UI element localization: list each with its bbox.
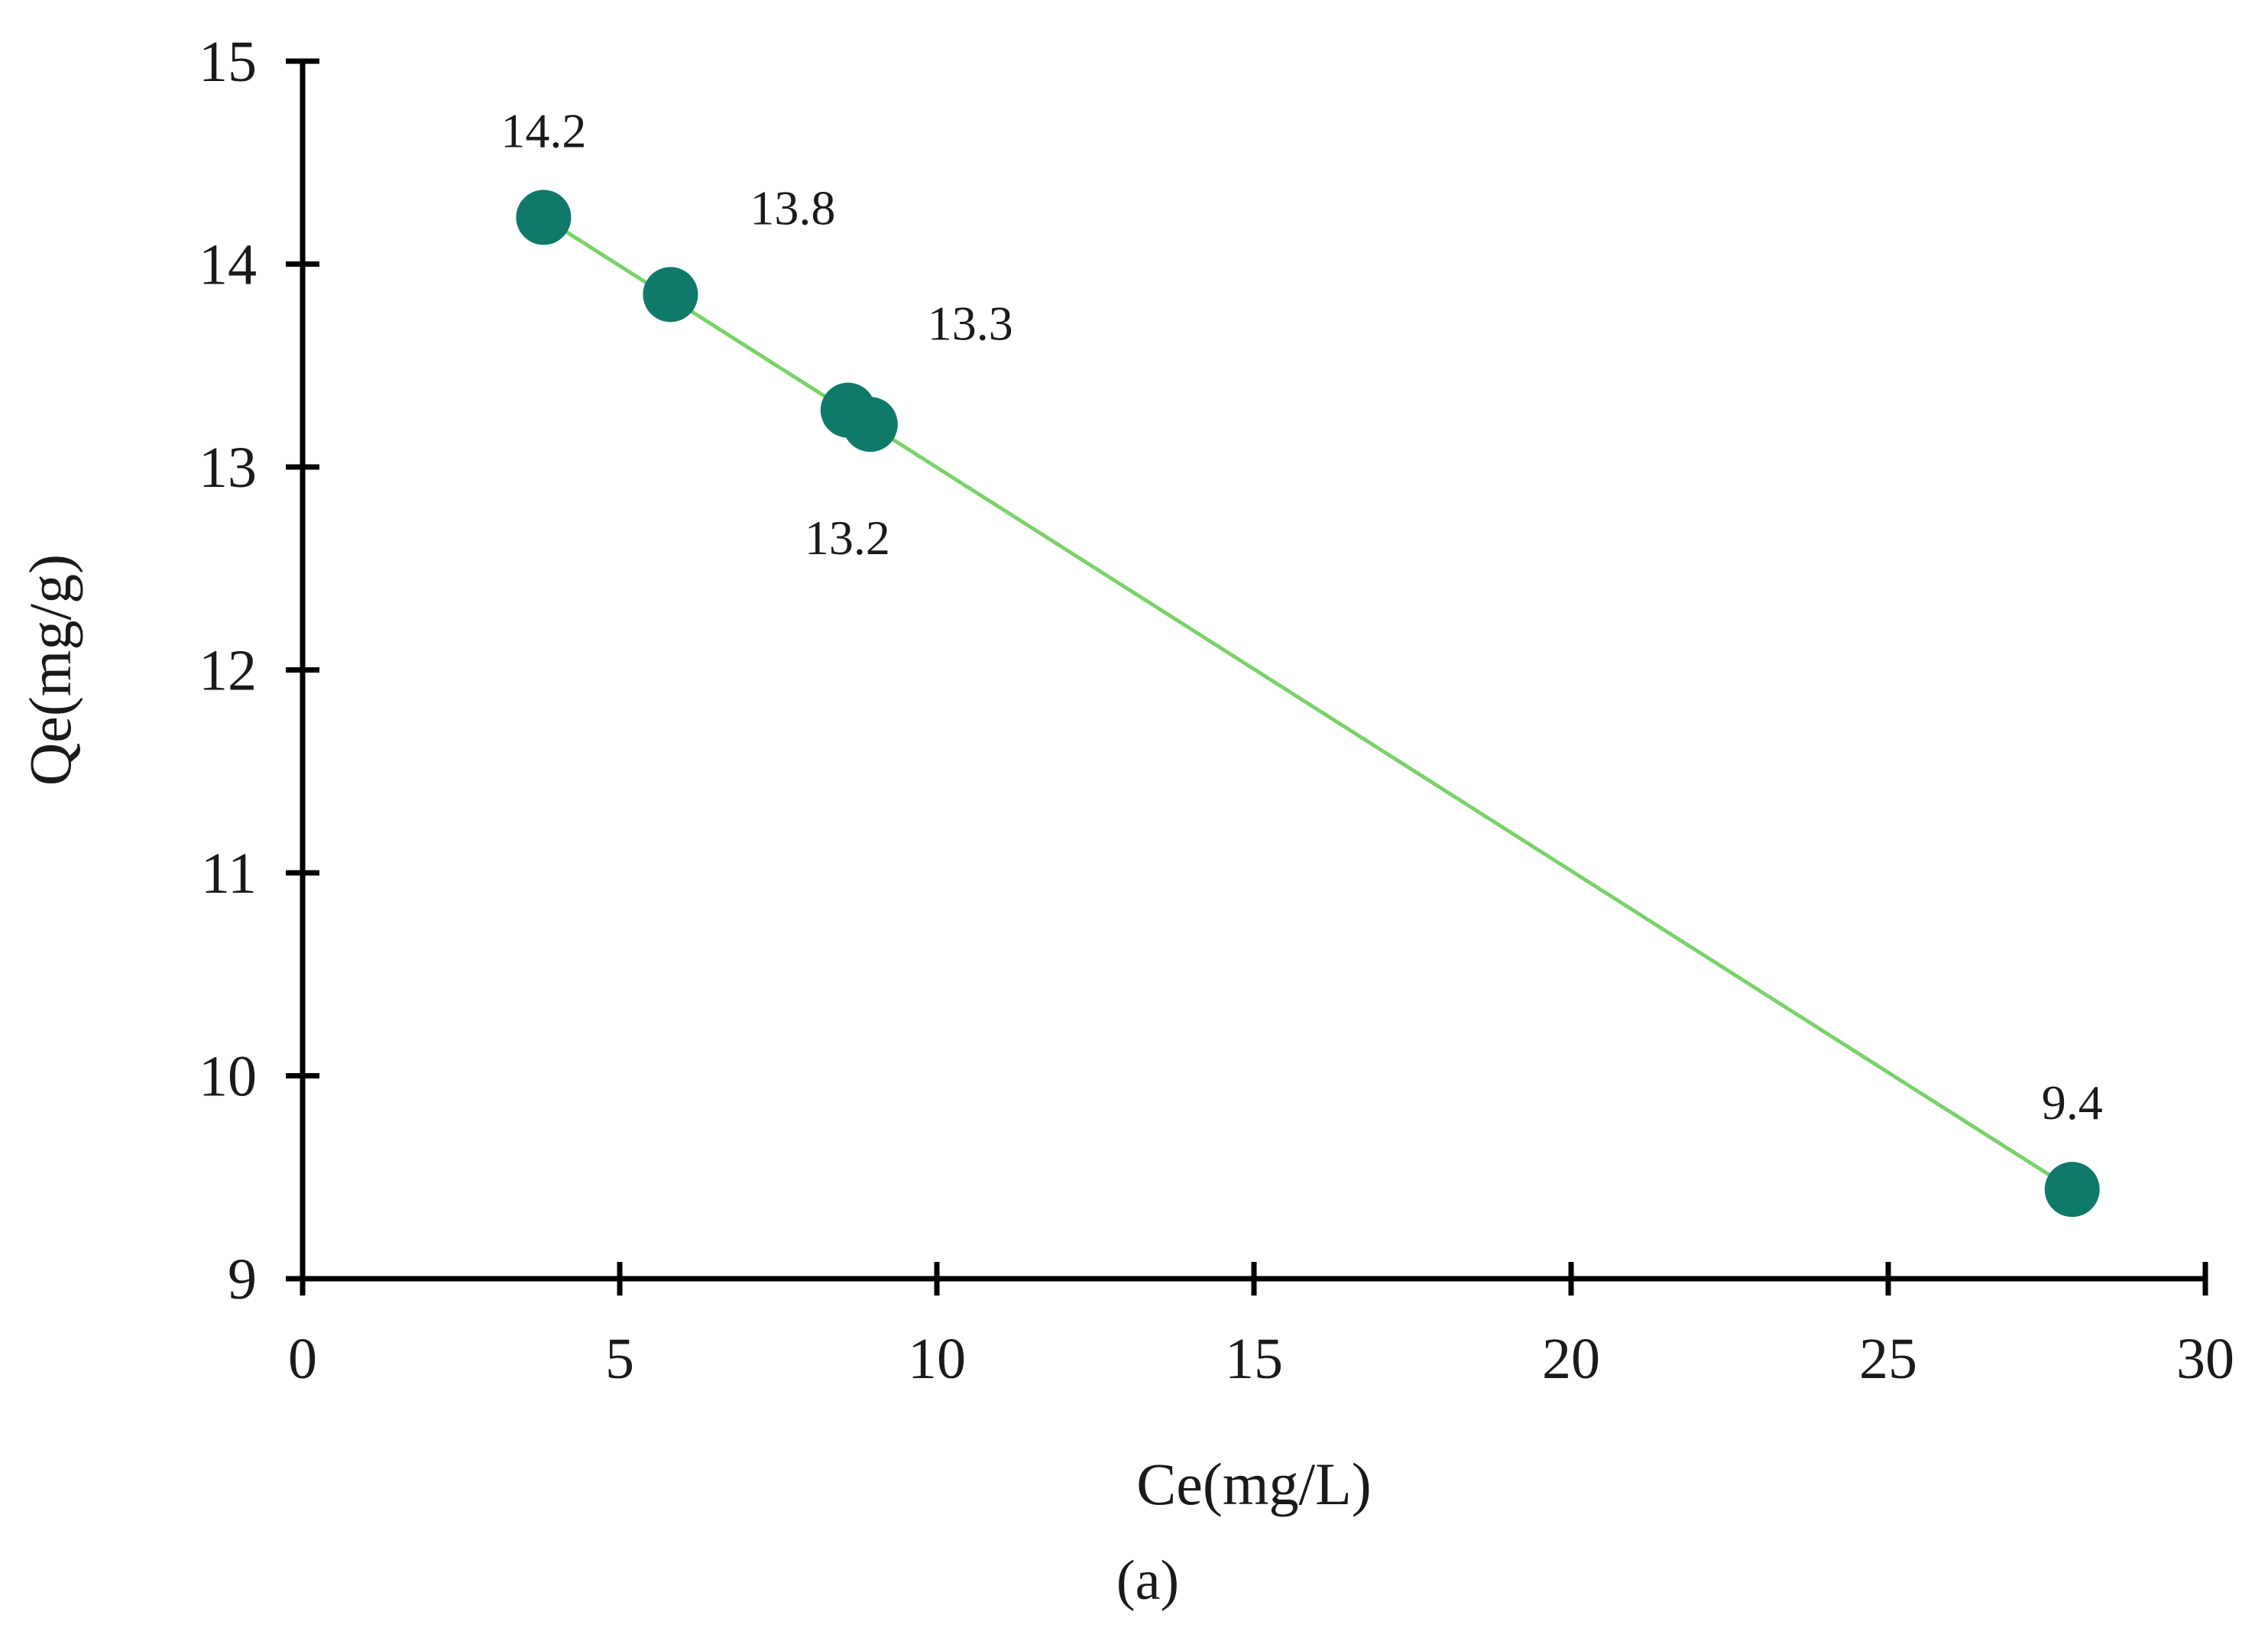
y-tick-label: 9 (228, 1247, 257, 1312)
data-label: 13.3 (928, 297, 1013, 351)
x-tick-label: 10 (908, 1327, 966, 1391)
data-label: 13.8 (750, 180, 835, 235)
figure-caption: (a) (1116, 1549, 1179, 1612)
data-point (2044, 1162, 2100, 1218)
trend-line (543, 216, 2074, 1192)
x-axis-title: Ce(mg/L) (1136, 1451, 1372, 1517)
y-axis-title: Qe(mg/g) (17, 554, 83, 786)
y-tick-label: 15 (199, 30, 257, 94)
x-tick-label: 5 (605, 1327, 634, 1391)
y-tick-label: 10 (199, 1045, 257, 1109)
y-tick-label: 12 (199, 639, 257, 703)
plot-area: 9 10 11 12 13 14 15 0 5 10 15 20 25 30 14.2 13.8 13.3 13.… (199, 30, 2234, 1391)
data-point (842, 397, 898, 452)
x-tick-label: 30 (2176, 1327, 2234, 1391)
data-point (643, 267, 698, 323)
data-label: 14.2 (501, 103, 586, 157)
x-tick-label: 0 (288, 1327, 317, 1391)
data-point (516, 190, 572, 245)
x-tick-label: 15 (1225, 1327, 1283, 1391)
data-label: 13.2 (805, 511, 890, 565)
y-tick-label: 13 (199, 436, 257, 500)
x-tick-label: 25 (1859, 1327, 1917, 1391)
y-tick-label: 14 (199, 233, 257, 297)
data-label: 9.4 (2042, 1075, 2103, 1130)
y-tick-label: 11 (201, 842, 257, 906)
x-tick-label: 20 (1542, 1327, 1600, 1391)
